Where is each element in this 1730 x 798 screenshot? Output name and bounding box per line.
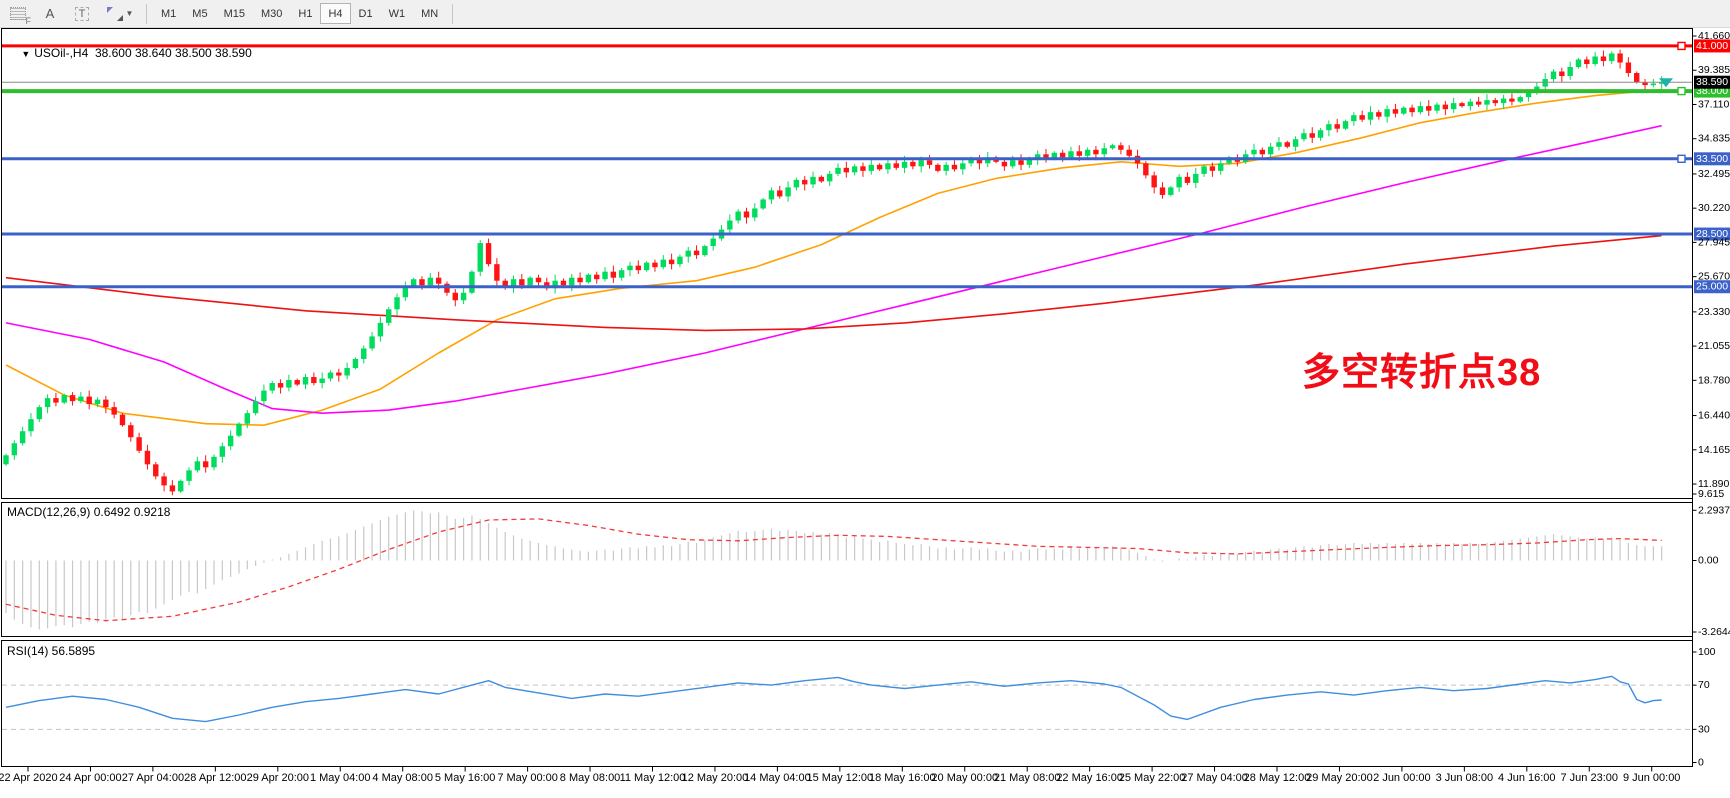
diagonal-arrows-icon [107,7,123,21]
svg-text:27 May 04:00: 27 May 04:00 [1181,772,1248,784]
svg-text:8 May 08:00: 8 May 08:00 [560,772,621,784]
svg-text:23.330: 23.330 [1698,306,1730,318]
timeframe-button-H4[interactable]: H4 [320,3,350,24]
macd-axis-label: 0.00 [1698,555,1719,567]
svg-text:25.670: 25.670 [1698,271,1730,283]
rsi-axis-label: 0 [1698,757,1704,769]
rsi-axis-label: 100 [1698,646,1716,658]
dotted-grid-f-icon[interactable]: F [4,3,32,25]
annotation-text[interactable]: 多空转折点38 [1302,341,1541,396]
svg-text:20 May 00:00: 20 May 00:00 [931,772,998,784]
svg-text:5 May 16:00: 5 May 16:00 [435,772,496,784]
price-axis[interactable]: 41.660 39.385 37.110 34.835 32.495 30.220 27.9… [1693,30,1730,500]
timeframe-button-M5[interactable]: M5 [184,3,215,24]
text-tool-icon[interactable]: A [36,3,64,25]
svg-text:37.110: 37.110 [1698,98,1729,110]
hline-handle-41.000[interactable] [1678,42,1685,49]
svg-text:4 Jun 16:00: 4 Jun 16:00 [1498,772,1556,784]
svg-text:41.660: 41.660 [1698,30,1730,42]
macd-axis-label: -3.2644 [1698,626,1730,638]
timeframe-button-M1[interactable]: M1 [153,3,184,24]
svg-text:25 May 22:00: 25 May 22:00 [1119,772,1186,784]
svg-text:30.220: 30.220 [1698,202,1730,214]
rsi-indicator-label: RSI(14) 56.5895 [7,644,95,658]
svg-text:29 May 20:00: 29 May 20:00 [1306,772,1373,784]
svg-text:28 May 12:00: 28 May 12:00 [1244,772,1311,784]
svg-text:3 Jun 08:00: 3 Jun 08:00 [1436,772,1494,784]
svg-text:15 May 12:00: 15 May 12:00 [807,772,874,784]
macd-panel-frame [2,503,1693,637]
timeframe-button-H1[interactable]: H1 [290,3,320,24]
chart-canvas[interactable]: 41.00038.00033.50028.50025.00038.59041.6… [0,28,1730,793]
svg-text:12 May 20:00: 12 May 20:00 [682,772,749,784]
svg-text:21 May 08:00: 21 May 08:00 [994,772,1061,784]
svg-text:9.615: 9.615 [1698,488,1724,500]
rsi-panel-frame [2,641,1693,767]
chevron-down-icon: ▼ [126,9,134,18]
svg-text:27 Apr 04:00: 27 Apr 04:00 [122,772,184,784]
timeframe-button-D1[interactable]: D1 [351,3,381,24]
svg-text:39.385: 39.385 [1698,64,1730,76]
macd-axis-label: 2.2937 [1698,504,1730,516]
svg-text:7 May 00:00: 7 May 00:00 [497,772,558,784]
main-panel-frame [2,29,1693,499]
svg-text:4 May 08:00: 4 May 08:00 [372,772,433,784]
svg-text:29 Apr 20:00: 29 Apr 20:00 [247,772,309,784]
svg-text:14 May 04:00: 14 May 04:00 [744,772,811,784]
rsi-axis-label: 70 [1698,679,1710,691]
svg-text:24 Apr 00:00: 24 Apr 00:00 [59,772,121,784]
svg-text:18 May 16:00: 18 May 16:00 [869,772,936,784]
current-price-badge-text: 38.590 [1696,76,1728,88]
rsi-axis-label: 30 [1698,723,1710,735]
arrows-tool-icon[interactable]: ▼ [100,3,140,25]
svg-text:1 May 04:00: 1 May 04:00 [310,772,371,784]
timeframe-button-M30[interactable]: M30 [253,3,290,24]
svg-text:2 Jun 00:00: 2 Jun 00:00 [1373,772,1431,784]
svg-text:14.165: 14.165 [1698,444,1730,456]
symbol-ohlc-label: ▼USOil-,H4 38.600 38.640 38.500 38.590 [8,32,252,74]
svg-text:28 Apr 12:00: 28 Apr 12:00 [184,772,246,784]
toolbar-separator [146,4,147,24]
text-label-tool-icon[interactable]: T [68,3,96,25]
svg-text:21.055: 21.055 [1698,340,1730,352]
symbol-dropdown-icon[interactable]: ▼ [21,49,30,59]
timeframe-button-W1[interactable]: W1 [381,3,414,24]
svg-text:33.500: 33.500 [1696,153,1728,165]
timeframe-button-M15[interactable]: M15 [216,3,253,24]
svg-text:16.440: 16.440 [1698,410,1730,422]
svg-text:22 May 16:00: 22 May 16:00 [1056,772,1123,784]
macd-indicator-label: MACD(12,26,9) 0.6492 0.9218 [7,505,170,519]
svg-text:18.780: 18.780 [1698,374,1730,386]
toolbar-separator [452,4,453,24]
hline-handle-33.500[interactable] [1678,155,1685,162]
svg-text:32.495: 32.495 [1698,168,1730,180]
svg-text:27.945: 27.945 [1698,236,1730,248]
svg-text:22 Apr 2020: 22 Apr 2020 [0,772,58,784]
timeframe-button-MN[interactable]: MN [413,3,446,24]
hline-handle-38.000[interactable] [1678,88,1685,95]
svg-text:34.835: 34.835 [1698,133,1730,145]
svg-text:11 May 12:00: 11 May 12:00 [620,772,686,784]
svg-text:9 Jun 00:00: 9 Jun 00:00 [1623,772,1681,784]
svg-text:7 Jun 23:00: 7 Jun 23:00 [1561,772,1619,784]
